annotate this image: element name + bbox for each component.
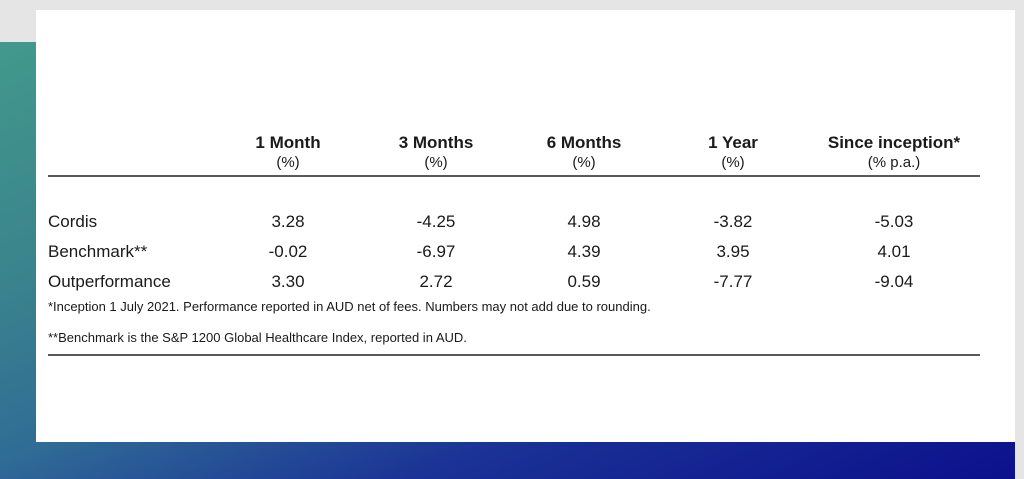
- value-cell: 2.72: [419, 272, 453, 291]
- column-unit: (%): [721, 154, 745, 171]
- spacer-row: [48, 176, 980, 207]
- value-cell: 4.39: [567, 242, 601, 261]
- footnote-inception: *Inception 1 July 2021. Performance repo…: [48, 299, 651, 314]
- value-cell: -0.02: [268, 242, 308, 261]
- value-cell: -3.82: [713, 212, 753, 231]
- value-cell: -5.03: [874, 212, 914, 231]
- table-row-outperformance: Outperformance 3.30 2.72 0.59 -7.77 -9.0…: [48, 267, 980, 297]
- column-unit: (%): [276, 154, 300, 171]
- value-cell: -7.77: [713, 272, 753, 291]
- header-cell-1-month: 1 Month (%): [214, 132, 362, 177]
- performance-table: 1 Month (%) 3 Months (%) 6 Months (%) 1 …: [48, 132, 980, 297]
- content-panel: 1 Month (%) 3 Months (%) 6 Months (%) 1 …: [36, 10, 1015, 442]
- value-cell: 3.95: [716, 242, 750, 261]
- header-cell-since-inception: Since inception* (% p.a.): [808, 132, 980, 177]
- table-bottom-rule: [48, 354, 980, 356]
- value-cell: 4.98: [567, 212, 601, 231]
- header-cell-3-months: 3 Months (%): [362, 132, 510, 177]
- column-label: 1 Month: [255, 133, 321, 152]
- value-cell: 3.28: [271, 212, 305, 231]
- table-row-benchmark: Benchmark** -0.02 -6.97 4.39 3.95 4.01: [48, 237, 980, 267]
- row-label: Cordis: [48, 212, 98, 231]
- header-cell-6-months: 6 Months (%): [510, 132, 658, 177]
- value-cell: 4.01: [877, 242, 911, 261]
- value-cell: -6.97: [416, 242, 456, 261]
- value-cell: -9.04: [874, 272, 914, 291]
- header-cell-empty: [48, 132, 214, 177]
- column-unit: (%): [424, 154, 448, 171]
- row-label: Benchmark**: [48, 242, 148, 261]
- table-row-cordis: Cordis 3.28 -4.25 4.98 -3.82 -5.03: [48, 207, 980, 237]
- header-row: 1 Month (%) 3 Months (%) 6 Months (%) 1 …: [48, 132, 980, 177]
- column-unit: (% p.a.): [867, 154, 921, 171]
- row-label: Outperformance: [48, 272, 171, 291]
- header-cell-1-year: 1 Year (%): [658, 132, 808, 177]
- performance-table-block: 1 Month (%) 3 Months (%) 6 Months (%) 1 …: [48, 132, 980, 356]
- column-label: Since inception*: [827, 133, 961, 152]
- value-cell: 0.59: [567, 272, 601, 291]
- value-cell: -4.25: [416, 212, 456, 231]
- column-unit: (%): [572, 154, 596, 171]
- value-cell: 3.30: [271, 272, 305, 291]
- footnote-benchmark: **Benchmark is the S&P 1200 Global Healt…: [48, 330, 467, 345]
- column-label: 6 Months: [546, 133, 622, 152]
- column-label: 1 Year: [708, 133, 758, 152]
- column-label: 3 Months: [398, 133, 474, 152]
